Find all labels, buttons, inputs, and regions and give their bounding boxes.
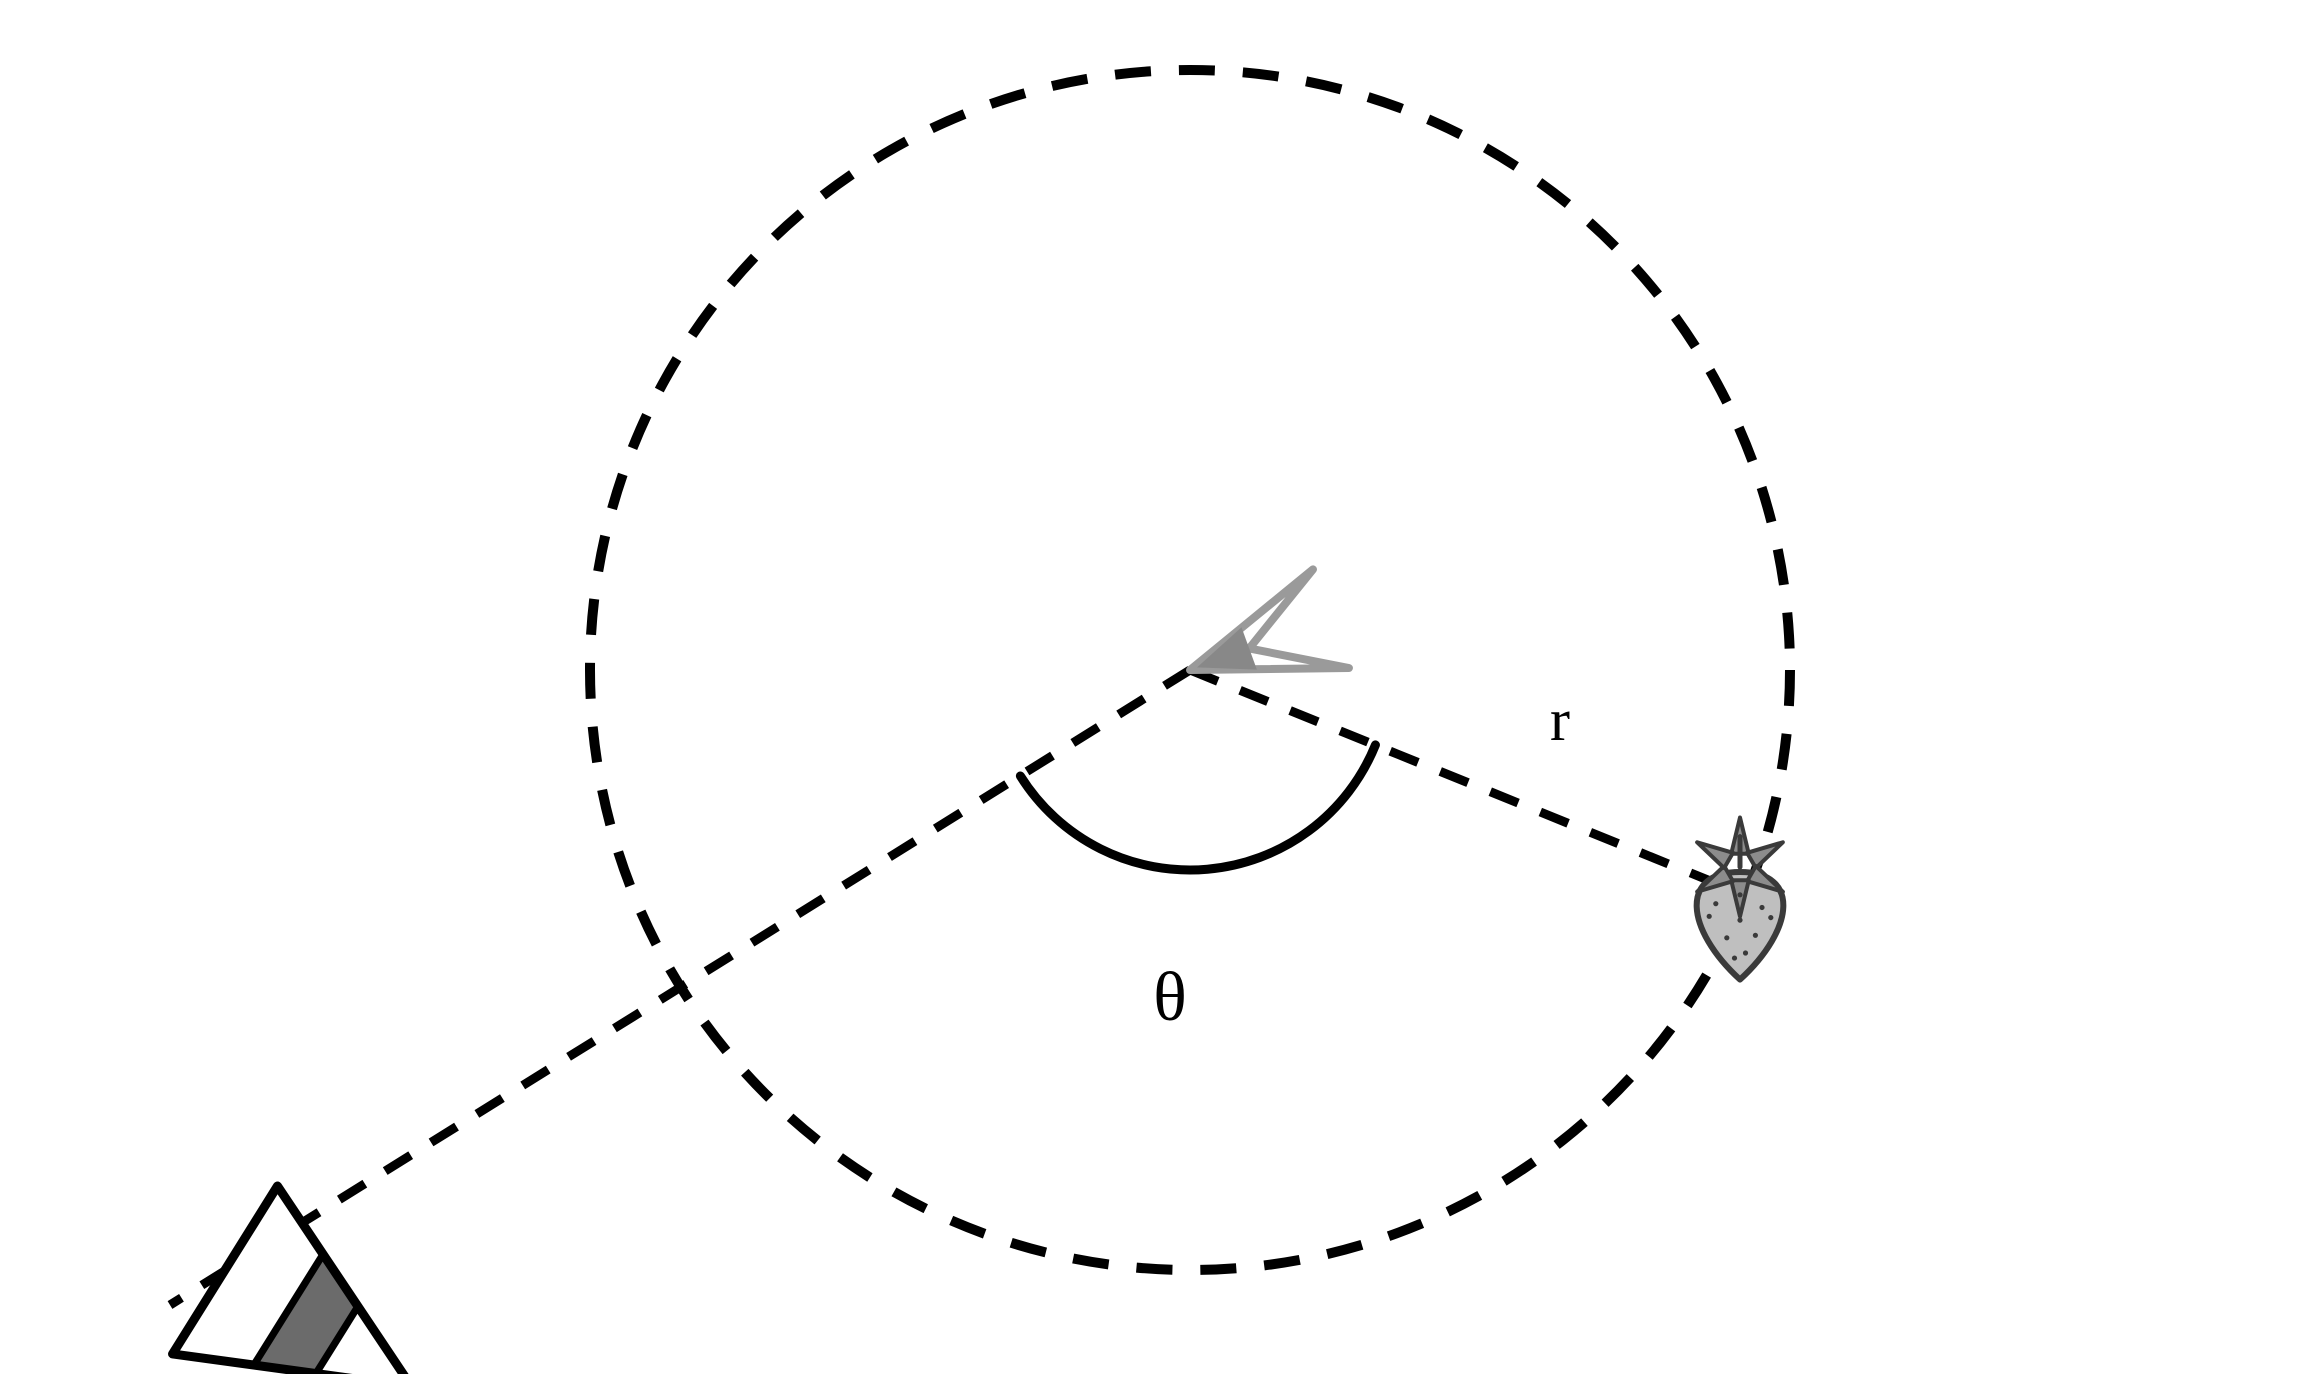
radius-line <box>1190 670 1745 895</box>
angle-arc <box>1020 745 1375 870</box>
diagram-canvas: θr <box>0 0 2304 1374</box>
strawberry-icon <box>1697 817 1784 979</box>
radius-label: r <box>1550 687 1570 753</box>
angle-ray <box>170 670 1190 1305</box>
theta-label: θ <box>1153 959 1187 1036</box>
